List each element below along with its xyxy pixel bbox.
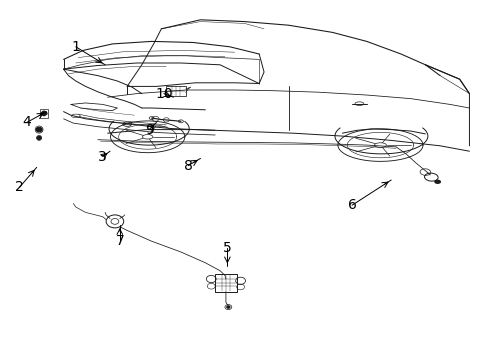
Text: 6: 6 [347, 198, 356, 212]
Circle shape [226, 306, 229, 308]
Text: 4: 4 [22, 116, 31, 129]
Text: 7: 7 [115, 234, 124, 248]
Circle shape [41, 112, 44, 114]
Text: 9: 9 [144, 123, 153, 136]
Circle shape [37, 136, 41, 139]
Text: 2: 2 [15, 180, 24, 194]
Circle shape [42, 111, 45, 113]
Text: 3: 3 [98, 150, 107, 163]
Circle shape [44, 112, 47, 114]
Text: 10: 10 [155, 87, 172, 100]
Circle shape [36, 127, 42, 132]
Text: 5: 5 [223, 242, 231, 255]
Text: 1: 1 [71, 40, 80, 54]
Ellipse shape [433, 180, 440, 184]
Circle shape [42, 113, 45, 116]
Text: 8: 8 [183, 159, 192, 172]
